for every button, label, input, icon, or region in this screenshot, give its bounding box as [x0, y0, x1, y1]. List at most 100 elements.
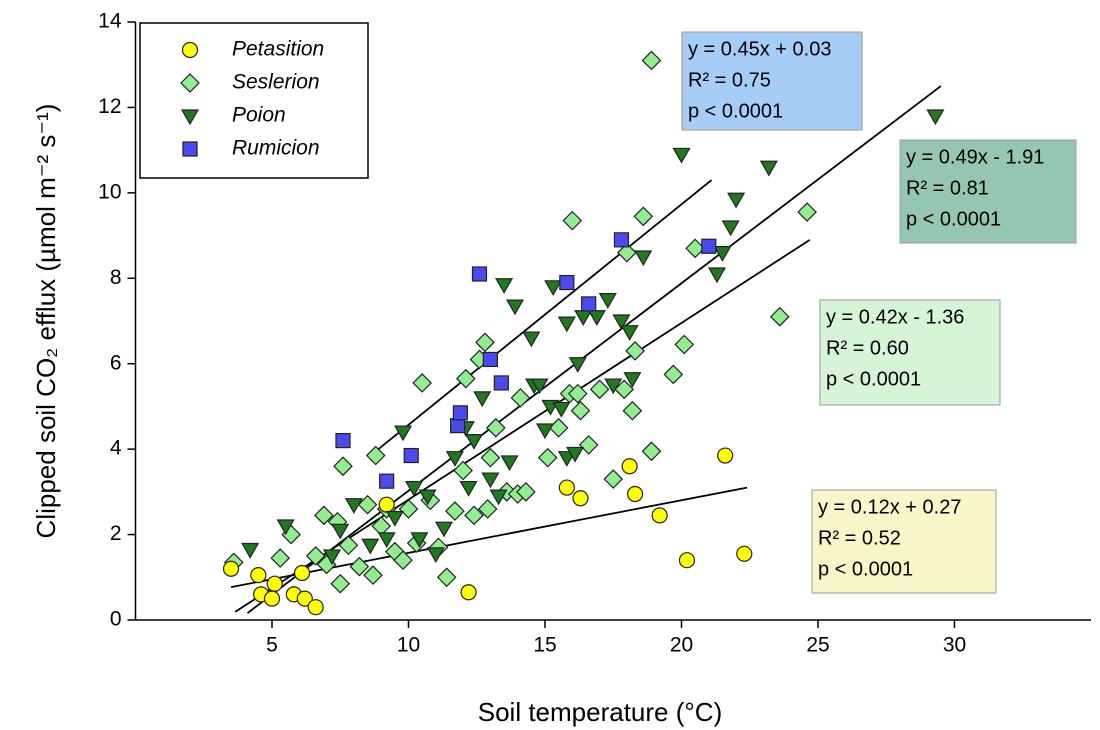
y-axis-label: Clipped soil CO₂ efflux (µmol m⁻² s⁻¹): [31, 104, 61, 539]
legend-marker: [181, 41, 199, 59]
point: [587, 310, 606, 326]
legend-label: Rumicion: [232, 137, 320, 160]
point: [250, 567, 267, 584]
point: [522, 331, 541, 348]
point: [634, 250, 653, 267]
point: [241, 542, 260, 559]
point: [493, 375, 509, 391]
y-tick-label: 2: [110, 522, 122, 545]
point: [678, 552, 696, 569]
point: [736, 545, 753, 562]
point: [338, 535, 359, 556]
point: [685, 238, 705, 259]
trendline: [246, 85, 942, 614]
point: [398, 499, 419, 519]
legend-marker: [180, 109, 200, 126]
annotation-text: y = 0.45x + 0.03: [688, 38, 831, 60]
point: [568, 357, 587, 373]
point: [385, 510, 404, 527]
trendline: [375, 179, 713, 452]
point: [489, 489, 508, 506]
y-tick-label: 14: [98, 10, 122, 33]
point: [727, 192, 746, 209]
legend-label: Seslerion: [232, 71, 320, 94]
point: [589, 379, 610, 400]
point: [570, 400, 591, 421]
point: [412, 373, 432, 393]
point: [473, 391, 492, 408]
point: [558, 479, 575, 496]
point: [471, 266, 488, 282]
point: [626, 485, 644, 503]
point: [276, 519, 295, 536]
point: [307, 599, 324, 616]
annotation-text: p < 0.0001: [818, 558, 913, 580]
point: [266, 575, 283, 592]
x-tick-label: 20: [670, 634, 693, 657]
point: [701, 238, 717, 254]
point: [361, 538, 380, 555]
x-tick-label: 15: [533, 634, 556, 657]
x-tick-label: 10: [397, 634, 420, 657]
point: [331, 523, 350, 540]
point: [510, 388, 531, 408]
legend-marker: [182, 141, 198, 157]
point: [296, 590, 313, 607]
point: [612, 314, 631, 331]
point: [305, 546, 326, 566]
legend-marker: [180, 73, 200, 93]
point: [578, 435, 599, 455]
annotation-box: [899, 139, 1077, 244]
point: [263, 590, 281, 607]
y-tick-label: 10: [98, 180, 121, 203]
point: [500, 455, 519, 472]
legend-label: Petasition: [232, 38, 324, 61]
point: [633, 206, 654, 227]
legend: [139, 22, 369, 179]
annotation-text: y = 0.49x - 1.91: [906, 146, 1044, 168]
point: [707, 267, 727, 284]
point: [335, 433, 351, 449]
point: [480, 447, 501, 468]
point: [548, 417, 569, 438]
annotation-box: [681, 31, 863, 131]
legend-box: [139, 22, 369, 179]
point: [464, 434, 484, 450]
point: [574, 310, 593, 326]
point: [622, 400, 643, 421]
y-tick-label: 4: [110, 437, 122, 460]
point: [377, 532, 396, 549]
point: [293, 564, 311, 582]
point: [572, 490, 589, 507]
point: [445, 501, 465, 521]
point: [717, 447, 734, 464]
point: [403, 447, 419, 464]
trendline: [230, 486, 748, 588]
point: [651, 507, 668, 524]
point: [436, 567, 457, 588]
point: [477, 499, 498, 519]
point: [455, 368, 476, 389]
point: [426, 547, 445, 564]
point: [453, 460, 473, 481]
point: [567, 383, 588, 404]
point: [505, 299, 525, 316]
point: [721, 220, 740, 237]
point: [349, 556, 370, 577]
x-tick-label: 30: [943, 634, 966, 657]
annotation-text: y = 0.12x + 0.27: [818, 496, 961, 518]
point: [565, 446, 585, 463]
annotation-text: R² = 0.52: [818, 527, 901, 549]
point: [330, 573, 351, 594]
point: [464, 505, 484, 526]
point: [797, 202, 817, 222]
point: [378, 496, 395, 513]
point: [530, 378, 549, 395]
x-axis-label: Soil temperature (°C): [478, 697, 722, 727]
point: [379, 473, 395, 489]
point: [557, 316, 576, 333]
y-tick-label: 12: [98, 95, 121, 118]
point: [559, 274, 575, 291]
point: [460, 584, 477, 601]
